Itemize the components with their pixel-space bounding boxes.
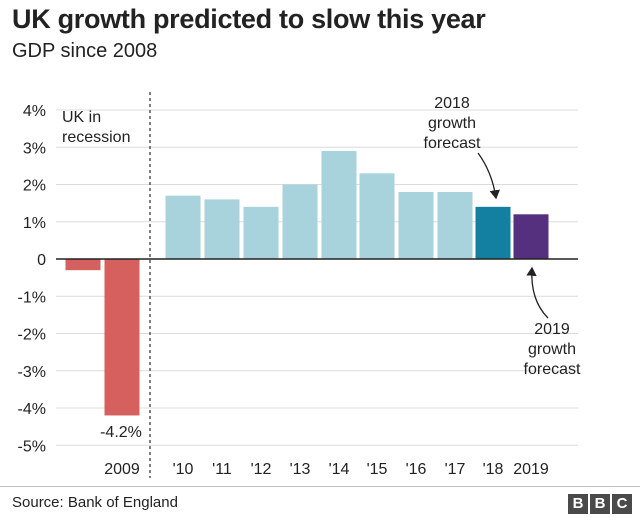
footer-divider [0,486,640,487]
chart-title: UK growth predicted to slow this year [12,4,486,34]
annotation-2018-arrow [477,152,500,200]
y-tick-label: -3% [18,364,46,381]
x-tick-label: 2009 [104,461,140,478]
annotation-recession: UK in [62,109,101,126]
bar [321,150,357,259]
x-tick-label: '10 [173,461,194,478]
bbc-logo-letter: B [590,494,610,514]
y-tick-label: -4% [18,401,46,418]
annotation-recession: recession [62,129,130,146]
y-tick-label: 0 [37,252,46,269]
annotation-2018-forecast: forecast [424,135,481,152]
bar [104,259,140,416]
annotation-2018-forecast: 2018 [434,95,470,112]
y-tick-label: 3% [23,140,46,157]
bar [359,173,395,259]
annotation-2019-arrow [526,266,549,319]
bar [165,195,201,259]
y-tick-label: -2% [18,327,46,344]
x-tick-label: '11 [212,461,232,478]
bar-chart: 4% 3% 2% 1% 0 -1% -2% -3% -4% -5% 2009 '10 '11 '12 '13… [18,92,581,478]
bar [282,184,318,259]
annotation-2019-forecast: growth [528,341,576,358]
bbc-logo: B B C [568,494,632,514]
value-label: -4.2% [100,424,142,441]
bar [65,259,101,271]
bar [243,206,279,259]
x-tick-label: '16 [406,461,427,478]
bar [398,191,434,259]
y-tick-label: 4% [23,103,46,120]
x-tick-label: '13 [290,461,311,478]
x-tick-label: '12 [251,461,272,478]
x-tick-label: 2019 [513,461,549,478]
bar [437,191,473,259]
annotation-2019-forecast: 2019 [534,321,570,338]
x-tick-label: '18 [483,461,504,478]
y-tick-label: 2% [23,178,46,195]
chart-subtitle: GDP since 2008 [12,40,158,62]
y-tick-label: 1% [23,215,46,232]
annotation-2018-forecast: growth [428,115,476,132]
bar [475,206,511,259]
bar [513,214,549,259]
bbc-logo-letter: B [568,494,588,514]
y-tick-label: -1% [18,289,46,306]
x-tick-label: '17 [445,461,466,478]
bar [204,199,240,259]
annotation-2019-forecast: forecast [524,361,581,378]
y-tick-label: -5% [18,438,46,455]
x-tick-label: '14 [329,461,350,478]
x-tick-label: '15 [367,461,388,478]
source-note: Source: Bank of England [12,494,178,511]
bbc-logo-letter: C [612,494,632,514]
